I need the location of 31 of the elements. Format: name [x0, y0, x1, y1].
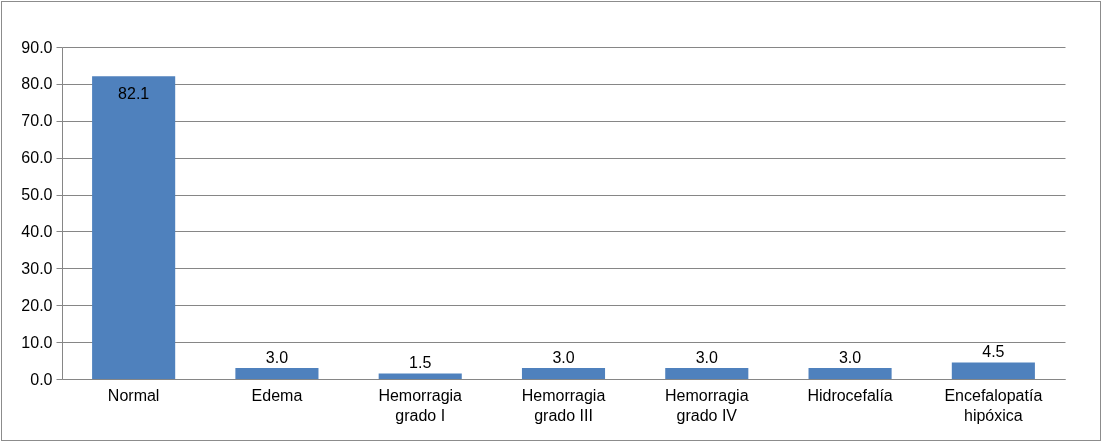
- data-label: 3.0: [838, 348, 862, 366]
- y-tick-label: 80.0: [21, 75, 53, 93]
- data-label: 1.5: [409, 354, 432, 372]
- y-tick-label: 90.0: [21, 38, 53, 56]
- bar: [92, 76, 176, 379]
- y-tick-label: 40.0: [21, 222, 53, 240]
- x-tick-label: Hemorragia grado IV: [664, 386, 749, 424]
- data-label: 82.1: [118, 85, 150, 103]
- x-tick-label: Normal: [107, 386, 160, 404]
- x-tick-label: Hemorragia grado I: [378, 386, 463, 424]
- x-tick-label: Encefalopatía hipóxica: [944, 386, 1043, 424]
- data-label: 3.0: [552, 348, 575, 366]
- data-label: 3.0: [265, 348, 289, 366]
- y-tick-label: 20.0: [21, 296, 53, 314]
- bar: [665, 367, 749, 379]
- y-tick-label: 0.0: [30, 370, 53, 388]
- bar: [521, 367, 606, 379]
- y-tick-label: 50.0: [21, 186, 53, 204]
- x-tick-label: Edema: [251, 386, 303, 404]
- x-tick-label: Hemorragia grado III: [521, 386, 606, 424]
- bar: [808, 367, 892, 379]
- bar: [951, 362, 1035, 379]
- bar: [378, 373, 462, 379]
- x-tick-label: Hidrocefalía: [807, 386, 893, 404]
- y-tick-label: 60.0: [21, 149, 53, 167]
- y-tick-label: 10.0: [21, 333, 53, 351]
- bar: [235, 367, 319, 379]
- data-label: 4.5: [982, 343, 1005, 361]
- y-tick-label: 30.0: [21, 259, 53, 277]
- data-label: 3.0: [695, 348, 718, 366]
- y-tick-label: 70.0: [21, 112, 53, 130]
